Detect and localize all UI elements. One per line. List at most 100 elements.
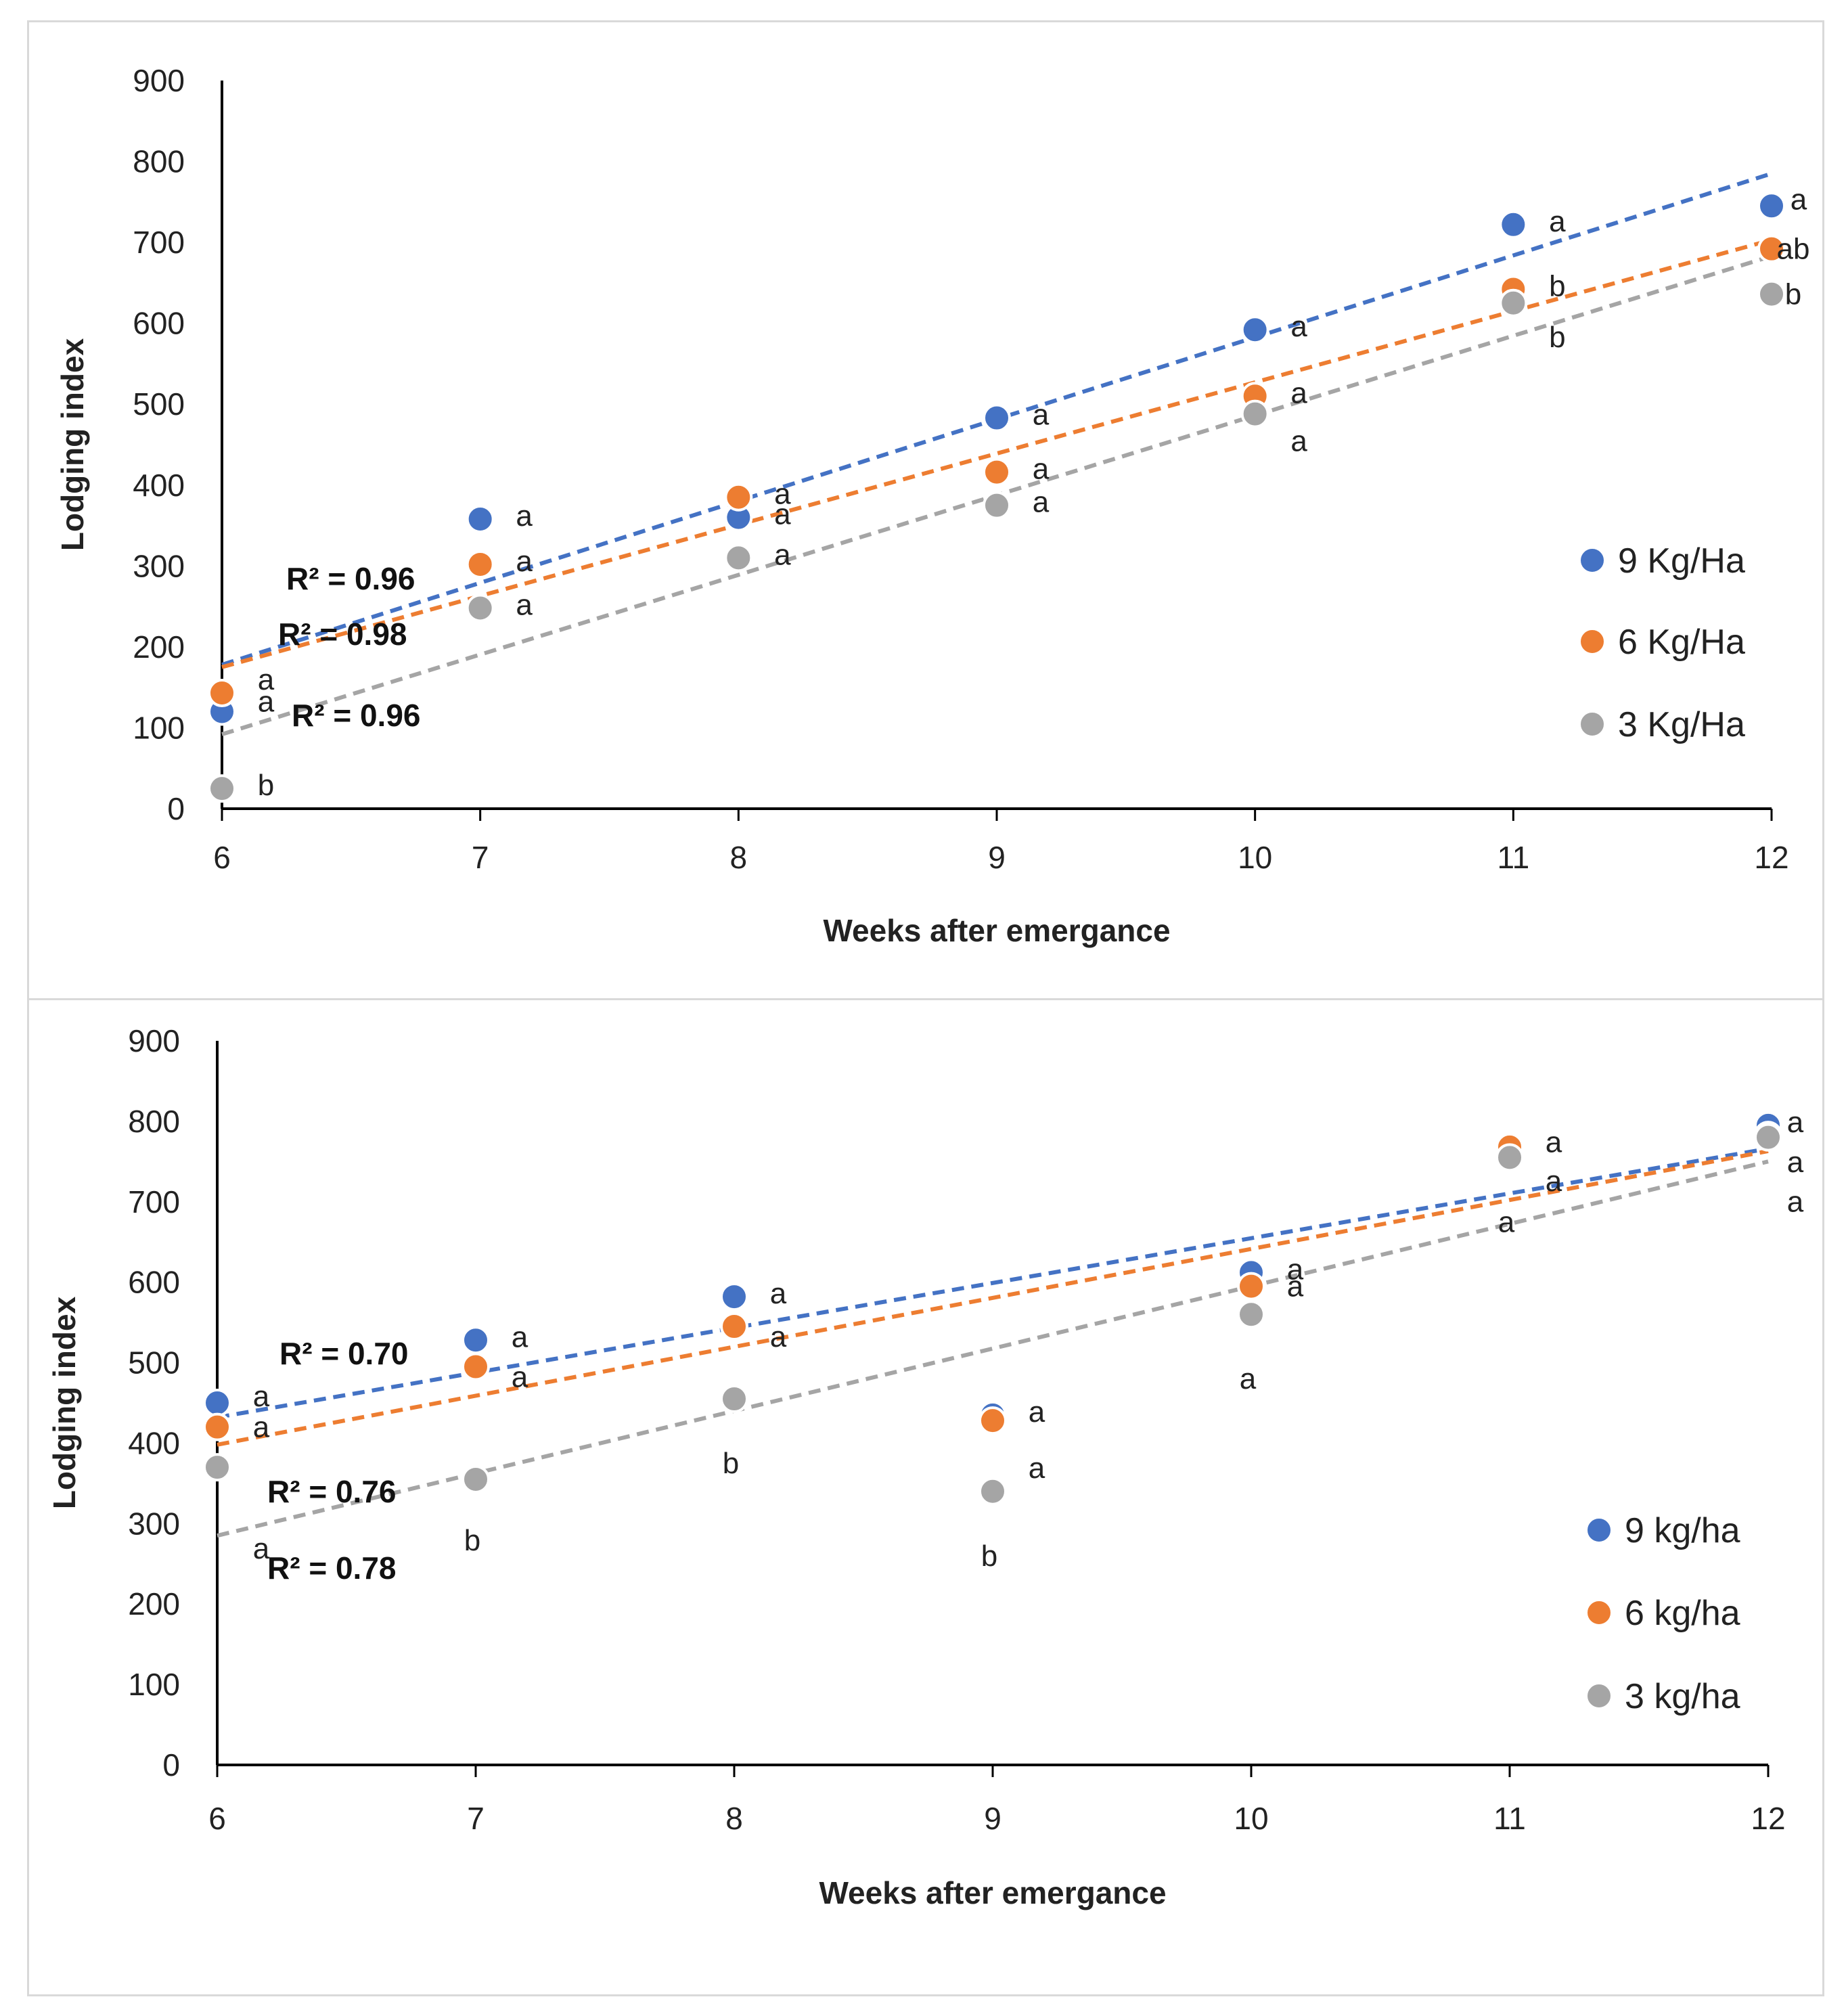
r-squared-label: R² = 0.96 — [292, 698, 421, 733]
significance-letter: a — [1787, 1106, 1804, 1139]
significance-letter: a — [1240, 1362, 1257, 1395]
significance-letter: a — [770, 1277, 787, 1310]
data-point-3-week-12 — [1754, 1123, 1782, 1152]
significance-letter: b — [1549, 269, 1565, 303]
y-tick-label: 300 — [133, 548, 185, 583]
significance-letter: a — [253, 1411, 270, 1444]
y-tick-label: 400 — [133, 468, 185, 503]
y-tick-label: 300 — [128, 1506, 180, 1541]
significance-letter: a — [1787, 1186, 1804, 1219]
significance-letter: a — [1290, 310, 1307, 343]
r-squared-label: R² = 0.70 — [279, 1336, 409, 1371]
x-tick-label: 9 — [984, 1801, 1001, 1836]
data-point-9-week-7 — [461, 1326, 490, 1355]
significance-letter: a — [1033, 399, 1050, 432]
x-tick-label: 9 — [988, 840, 1006, 875]
y-tick-label: 500 — [133, 386, 185, 422]
significance-letter: a — [1287, 1253, 1304, 1286]
y-tick-label: 200 — [133, 629, 185, 665]
significance-letter: b — [723, 1447, 739, 1480]
legend-label: 3 kg/ha — [1625, 1677, 1740, 1716]
data-point-6-week-6 — [208, 679, 236, 708]
y-tick-label: 900 — [128, 1023, 180, 1058]
data-point-9-week-9 — [983, 403, 1011, 432]
x-tick-label: 7 — [472, 840, 489, 875]
y-tick-label: 600 — [128, 1265, 180, 1300]
trendline-6 — [221, 238, 1772, 669]
data-point-9-week-7 — [466, 504, 495, 533]
significance-letter: a — [1033, 486, 1050, 519]
x-tick-label: 7 — [467, 1801, 485, 1836]
legend-marker-6 — [1578, 627, 1606, 656]
data-point-3-week-11 — [1495, 1143, 1524, 1172]
significance-letter: a — [1546, 1126, 1562, 1159]
data-point-6-week-9 — [983, 457, 1011, 487]
y-axis-title: Lodging index — [47, 1296, 82, 1509]
data-point-3-week-10 — [1240, 399, 1269, 428]
legend-marker-3 — [1578, 710, 1606, 738]
data-point-3-week-9 — [978, 1477, 1007, 1506]
significance-letter: a — [1029, 1395, 1045, 1429]
y-tick-label: 800 — [128, 1104, 180, 1139]
legend-marker-3 — [1585, 1682, 1613, 1710]
x-tick-label: 6 — [208, 1801, 226, 1836]
y-axis-title: Lodging index — [55, 338, 90, 551]
x-tick-label: 8 — [725, 1801, 743, 1836]
legend-marker-6 — [1585, 1598, 1613, 1627]
data-point-3-week-7 — [466, 593, 495, 623]
r-squared-label: R² = 0.98 — [278, 617, 407, 652]
data-point-6-week-12 — [1757, 234, 1786, 263]
data-point-6-week-9 — [978, 1406, 1007, 1435]
significance-letter: a — [774, 538, 791, 571]
significance-letter: a — [774, 478, 791, 511]
data-point-9-week-12 — [1757, 192, 1786, 221]
x-tick-label: 6 — [213, 840, 231, 875]
y-tick-label: 800 — [133, 144, 185, 179]
trendline-6 — [217, 1148, 1769, 1447]
data-point-9-week-10 — [1240, 315, 1269, 344]
y-tick-label: 0 — [167, 791, 185, 826]
significance-letter: a — [1287, 1270, 1304, 1303]
y-tick-label: 200 — [128, 1586, 180, 1621]
data-point-6-week-6 — [203, 1412, 231, 1441]
trendline-9 — [217, 1146, 1769, 1420]
data-point-6-week-8 — [720, 1312, 748, 1341]
significance-letter: b — [464, 1524, 480, 1557]
significance-letter: a — [258, 663, 275, 696]
data-point-3-week-12 — [1757, 279, 1786, 309]
r-squared-label: R² = 0.78 — [267, 1550, 397, 1586]
legend-label: 9 Kg/Ha — [1618, 541, 1745, 581]
significance-letter: a — [770, 1320, 787, 1353]
y-tick-label: 0 — [162, 1747, 180, 1783]
significance-letter: a — [516, 499, 533, 533]
significance-letter: a — [1498, 1205, 1515, 1238]
x-tick-label: 11 — [1493, 1801, 1526, 1836]
x-tick-label: 8 — [730, 840, 748, 875]
lodging-chart-bottom: 0 100 200 300 400 500 600 700 800 900 6 7 8 9 10 11 12 We… — [47, 1023, 1804, 1910]
y-tick-label: 500 — [128, 1345, 180, 1381]
data-point-9-week-11 — [1499, 210, 1528, 239]
significance-letter: a — [1546, 1165, 1562, 1198]
significance-letter: a — [1290, 376, 1307, 409]
data-point-3-week-7 — [461, 1464, 490, 1494]
legend-marker-9 — [1585, 1516, 1613, 1544]
legend-marker-9 — [1578, 546, 1606, 575]
significance-letter: a — [1029, 1452, 1045, 1485]
x-tick-label: 10 — [1238, 840, 1272, 875]
y-tick-label: 600 — [133, 306, 185, 341]
significance-letter: a — [512, 1361, 528, 1394]
data-point-9-week-6 — [203, 1389, 231, 1417]
x-tick-label: 10 — [1234, 1801, 1268, 1836]
y-tick-label: 900 — [133, 63, 185, 98]
data-point-3-week-9 — [983, 491, 1011, 520]
r-squared-label: R² = 0.96 — [286, 561, 415, 596]
data-point-3-week-6 — [208, 774, 236, 803]
significance-letter: a — [516, 545, 533, 578]
x-tick-label: 11 — [1497, 840, 1529, 875]
data-point-3-week-10 — [1237, 1300, 1265, 1329]
significance-letter: b — [1549, 321, 1565, 354]
x-tick-label: 12 — [1751, 1801, 1785, 1836]
data-point-3-week-8 — [724, 543, 753, 573]
x-axis-title: Weeks after emergance — [819, 1875, 1166, 1910]
legend-label: 6 Kg/Ha — [1618, 623, 1745, 662]
